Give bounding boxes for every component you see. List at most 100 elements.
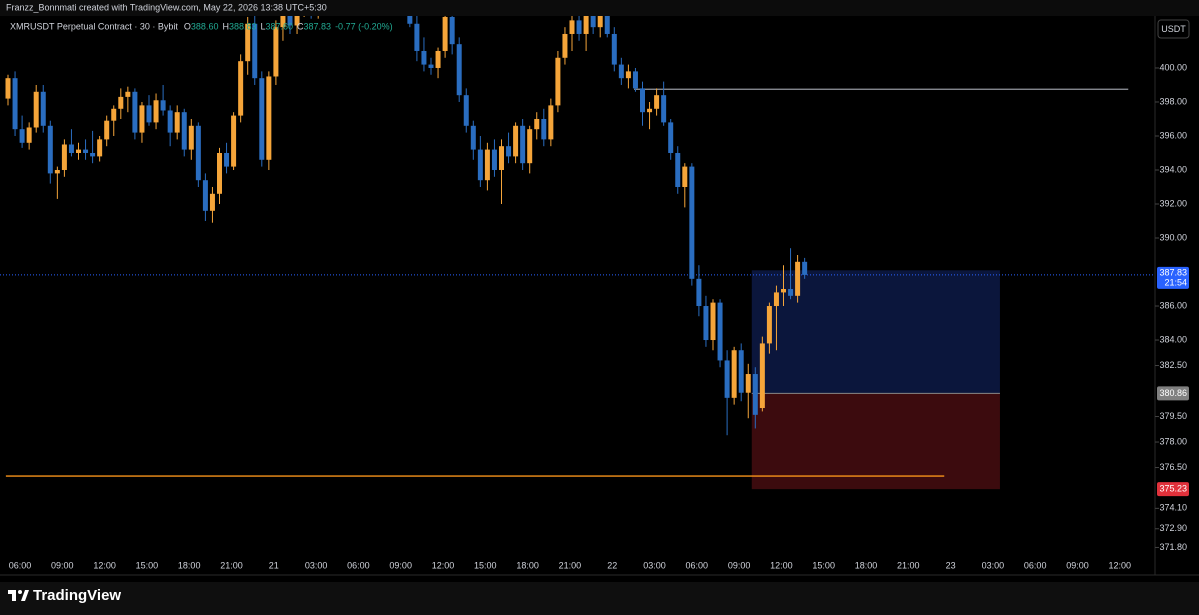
ohlc-value: 388.83 [229,21,257,31]
candle-body [83,149,89,153]
x-tick-label: 09:00 [51,560,74,570]
x-tick-label: 21:00 [559,560,582,570]
y-tick-label: 398.00 [1159,96,1187,106]
x-tick-label: 21:00 [897,560,920,570]
y-tick-label: 386.00 [1159,300,1187,310]
candle-body [696,278,702,307]
candle-body [590,16,596,28]
candle-body [202,180,208,211]
candle-body [97,139,103,157]
candle-body [245,23,251,62]
candle-body [273,27,279,77]
x-tick-label: 12:00 [770,560,793,570]
candle-body [661,95,667,123]
candle-body [19,129,25,143]
x-tick-label: 12:00 [1109,560,1132,570]
candle-body [766,306,772,344]
candle-body [118,96,124,109]
candle-body [435,50,441,68]
candle-body [280,16,286,28]
candle-body [132,91,138,133]
ohlc-value: 387.83 [304,21,332,31]
footer-logo [8,590,29,601]
candle-body [569,20,575,34]
candle-body [12,78,18,130]
ohlc-key: O [184,21,191,31]
candle-body [541,118,547,140]
candle-body [259,78,265,160]
footer-bar [0,582,1199,615]
candle-body [26,127,32,143]
x-tick-label: 09:00 [1066,560,1089,570]
currency-box[interactable] [1157,19,1190,39]
y-tick-label: 396.00 [1159,130,1187,140]
candle-body [802,261,808,275]
candle-body [491,149,497,170]
candle-body [111,108,117,121]
x-tick-label: 03:00 [643,560,666,570]
candle-body [520,125,526,164]
candle-body [181,112,187,150]
x-tick-label: 18:00 [855,560,878,570]
candle-body [90,152,96,157]
ohlc-key: C [297,21,304,31]
candle-body [527,129,533,164]
candle-body [788,289,794,296]
y-tick-label: 378.00 [1159,436,1187,446]
x-tick-label: 06:00 [347,560,370,570]
footer-brand: TradingView [33,587,121,604]
candle-body [195,125,201,181]
x-tick-label: 06:00 [9,560,32,570]
candle-body [731,350,737,398]
candle-body [231,115,237,167]
candle-body [484,149,490,181]
ohlc-value: 387.60 [266,21,294,31]
candle-body [287,16,293,26]
candle-body [583,16,589,34]
x-tick-label: 15:00 [474,560,497,570]
axes: 400.00 398.00 396.00 394.00 392.00 390.00 386.… [9,62,1189,570]
candle-body [456,44,462,96]
candle-body [632,71,638,89]
candle-body [407,16,413,24]
candle-body [795,261,801,296]
y-tick-label: 382.50 [1159,360,1187,370]
candle-body [752,374,758,415]
ohlc-key: L [260,21,265,31]
x-tick-label: 21 [269,560,279,570]
candle-body [625,71,631,79]
candle-body [224,152,230,167]
x-tick-label: 12:00 [432,560,455,570]
candle-body [449,16,455,45]
candle-body [428,64,434,68]
candle-body [209,193,215,211]
symbol: XMRUSDT Perpetual Contract · 30 · Bybit [10,21,178,31]
y-tick-label: 394.00 [1159,164,1187,174]
candle-body [167,110,173,133]
y-tick-label: 379.50 [1159,411,1187,421]
candle-body [463,95,469,126]
candle-body [139,105,145,133]
candle-body [724,360,730,398]
x-tick-label: 23 [946,560,956,570]
x-tick-label: 12:00 [93,560,116,570]
candle-body [266,76,272,160]
candle-body [68,144,74,153]
candle-body [252,23,258,79]
candle-body [146,105,152,123]
candle-body [442,16,448,51]
candle-body [238,61,244,116]
x-tick-label: 03:00 [982,560,1005,570]
symbol-legend: XMRUSDT Perpetual Contract · 30 · Bybit … [10,21,393,31]
x-tick-label: 09:00 [728,560,751,570]
entry-label: 380.86 [1159,388,1187,398]
last-price-box [1157,266,1189,289]
candle-body [470,125,476,150]
y-tick-label: 372.90 [1159,523,1187,533]
candle-body [5,78,11,99]
x-tick-label: 03:00 [305,560,328,570]
candle-body [640,88,645,113]
candle-body [611,33,617,65]
candle-body [421,50,427,65]
candle-body [104,120,110,140]
